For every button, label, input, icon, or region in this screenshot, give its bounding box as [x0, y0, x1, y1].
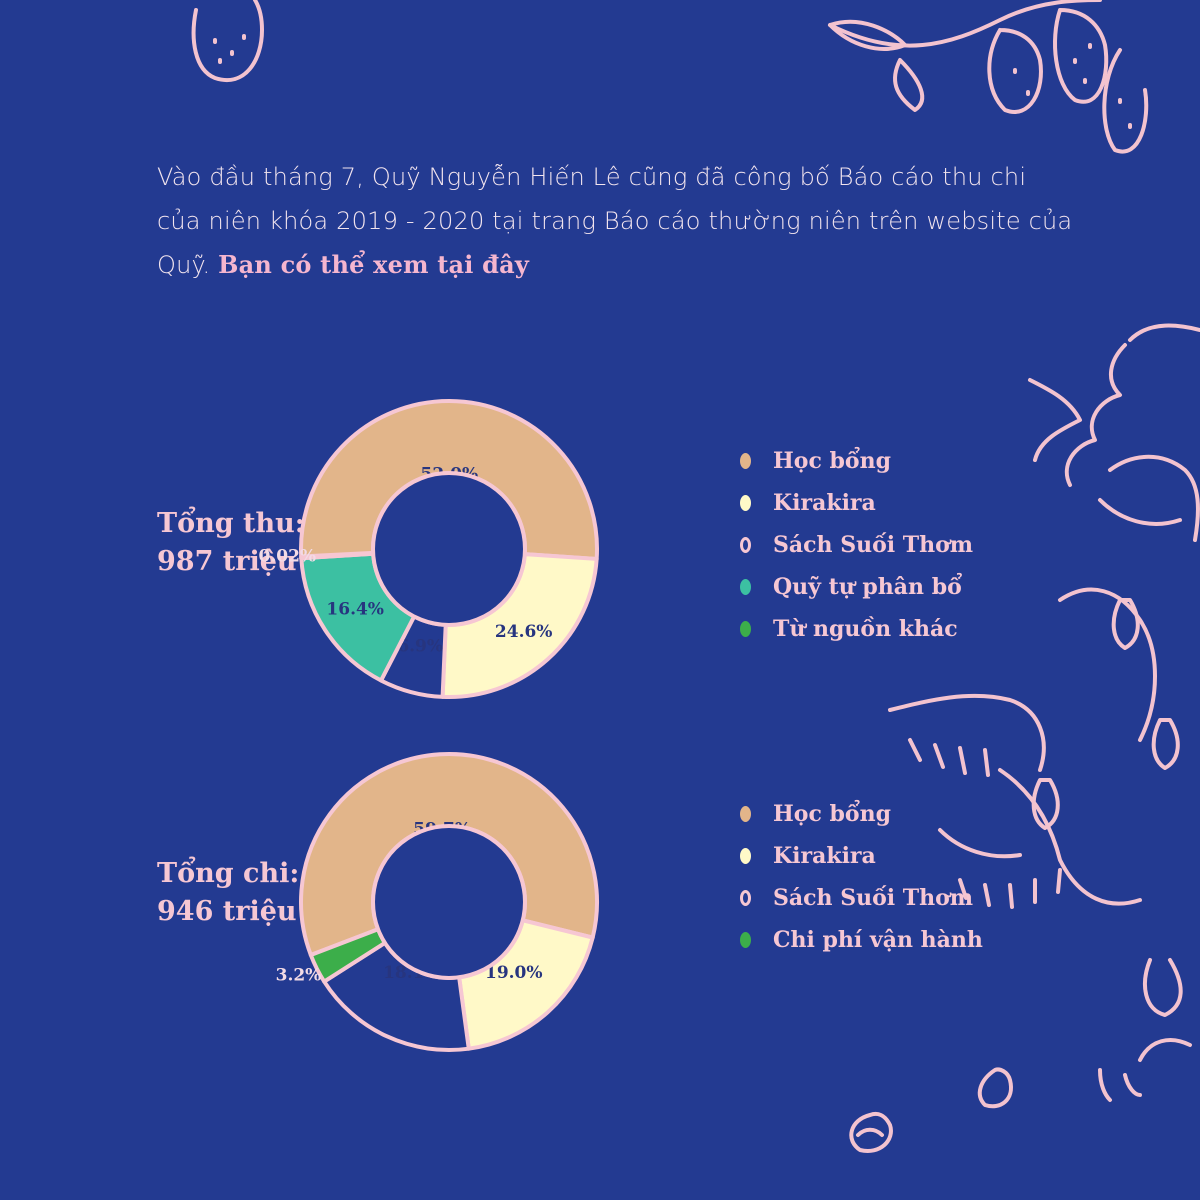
- income-total-label: Tổng thu:: [157, 508, 305, 539]
- legend-label: Sách Suối Thơm: [773, 885, 974, 911]
- legend-item-kirakira: Kirakira: [740, 835, 983, 877]
- income-donut-chart: 52.0%24.6%6.9%16.4%0.02%: [259, 399, 599, 699]
- legend-item-sach-suoi-thom: Sách Suối Thơm: [740, 877, 983, 919]
- legend-swatch-icon: [740, 806, 751, 822]
- legend-item-tu-nguon-khac: Từ nguồn khác: [740, 608, 973, 650]
- legend-swatch-icon: [740, 890, 751, 906]
- expense-donut-chart: 59.7%19.0%18.1%3.2%: [276, 752, 599, 1052]
- legend-item-hoc-bong: Học bổng: [740, 793, 983, 835]
- legend-label: Học bổng: [773, 448, 891, 474]
- intro-text: Vào đầu tháng 7, Quỹ Nguyễn Hiến Lê cũng…: [157, 163, 1073, 279]
- income-legend: Học bổng Kirakira Sách Suối Thơm Quỹ tự phâ…: [740, 440, 973, 650]
- income-total: Tổng thu: 987 triệu: [157, 505, 305, 581]
- legend-swatch-icon: [740, 848, 751, 864]
- legend-swatch-icon: [740, 453, 751, 469]
- legend-label: Chi phí vận hành: [773, 927, 983, 953]
- slice-label-sach-suoi-thom: 6.9%: [397, 637, 443, 657]
- slice-label-quy-tu-phan-bo: 16.4%: [326, 600, 384, 620]
- slice-label-chi-phi-van-hanh: 3.2%: [276, 965, 322, 985]
- legend-label: Học bổng: [773, 801, 891, 827]
- legend-swatch-icon: [740, 537, 751, 553]
- legend-item-chi-phi-van-hanh: Chi phí vận hành: [740, 919, 983, 961]
- legend-swatch-icon: [740, 932, 751, 948]
- legend-label: Quỹ tự phân bổ: [773, 574, 962, 600]
- legend-item-sach-suoi-thom: Sách Suối Thơm: [740, 524, 973, 566]
- legend-swatch-icon: [740, 621, 751, 637]
- legend-item-hoc-bong: Học bổng: [740, 440, 973, 482]
- legend-label: Kirakira: [773, 490, 876, 516]
- expense-total-value: 946 triệu: [157, 896, 297, 927]
- expense-total-label: Tổng chi:: [157, 858, 300, 889]
- legend-label: Từ nguồn khác: [773, 616, 958, 642]
- donut-hole: [371, 471, 527, 627]
- expense-total: Tổng chi: 946 triệu: [157, 855, 299, 931]
- legend-label: Sách Suối Thơm: [773, 532, 974, 558]
- slice-label-kirakira: 24.6%: [495, 622, 553, 642]
- legend-swatch-icon: [740, 579, 751, 595]
- legend-item-kirakira: Kirakira: [740, 482, 973, 524]
- income-total-value: 987 triệu: [157, 546, 297, 577]
- legend-item-quy-tu-phan-bo: Quỹ tự phân bổ: [740, 566, 973, 608]
- intro-link[interactable]: Bạn có thể xem tại đây: [218, 250, 530, 279]
- expense-legend: Học bổng Kirakira Sách Suối Thơm Chi phí vậ…: [740, 793, 983, 961]
- slice-label-tu-nguon-khac: 0.02%: [259, 547, 317, 567]
- slice-label-kirakira: 19.0%: [485, 963, 543, 983]
- legend-label: Kirakira: [773, 843, 876, 869]
- intro-paragraph: Vào đầu tháng 7, Quỹ Nguyễn Hiến Lê cũng…: [157, 155, 1077, 287]
- donut-hole: [371, 824, 527, 980]
- legend-swatch-icon: [740, 495, 751, 511]
